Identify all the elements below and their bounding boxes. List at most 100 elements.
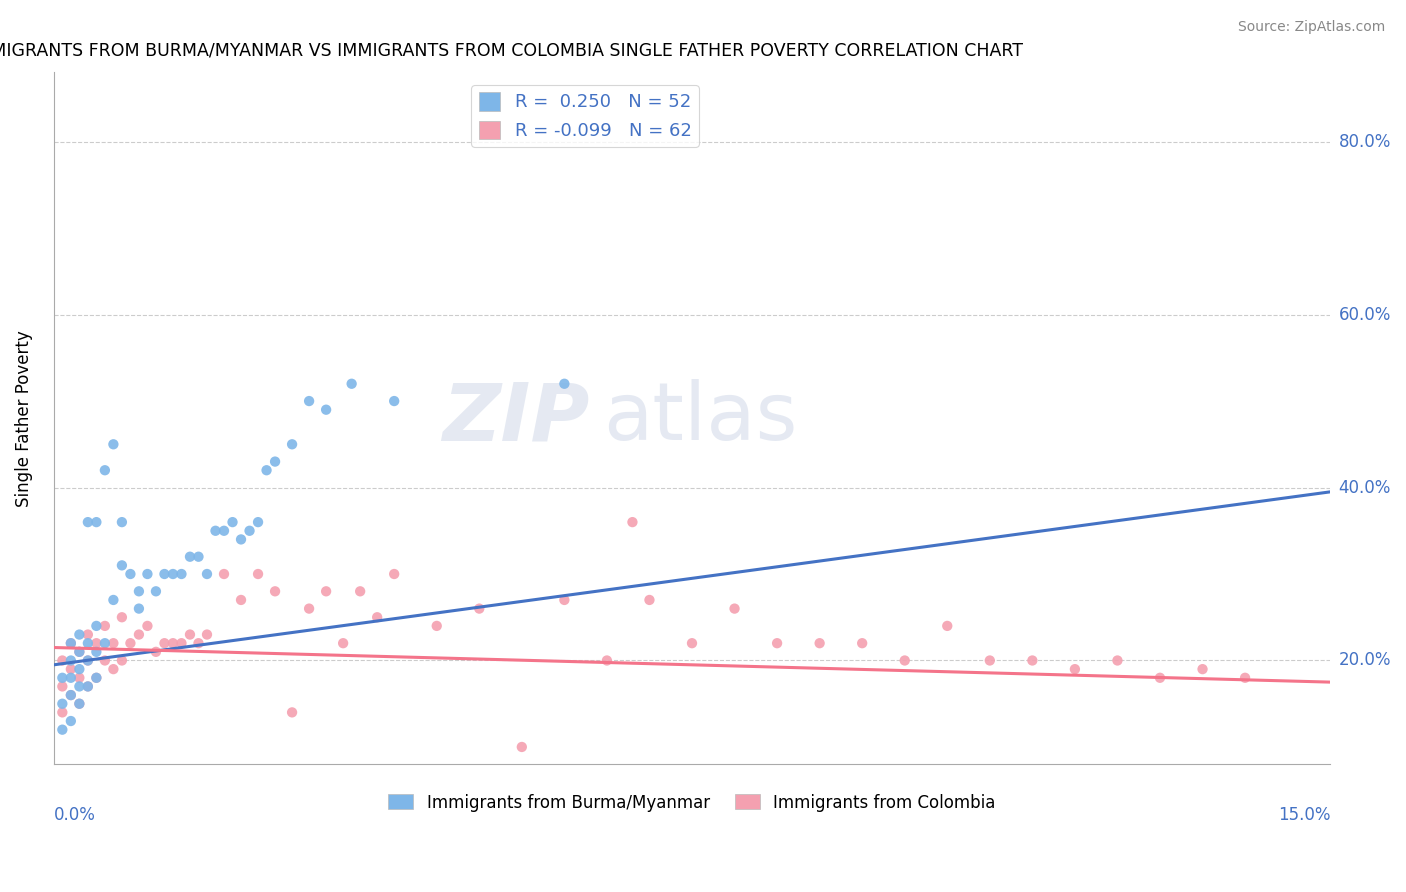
Point [51,671,73,685]
Point [366,610,388,624]
Point [195,567,218,582]
Point [145,584,167,599]
Point [67,697,90,711]
Point [111,558,134,573]
Point [86,671,108,685]
Point [103,636,125,650]
Point [893,653,915,667]
Text: 40.0%: 40.0% [1339,478,1391,497]
Text: 20.0%: 20.0% [1339,651,1391,670]
Point [86,636,108,650]
Point [212,567,235,582]
Point [59,714,82,728]
Point [51,723,73,737]
Point [153,567,176,582]
Text: 80.0%: 80.0% [1339,133,1391,151]
Point [103,593,125,607]
Point [59,636,82,650]
Point [128,627,150,641]
Point [76,653,98,667]
Text: 0.0%: 0.0% [53,805,96,824]
Point [1021,653,1043,667]
Point [162,636,184,650]
Point [76,653,98,667]
Point [340,376,363,391]
Point [315,584,337,599]
Point [766,636,789,650]
Point [229,533,252,547]
Point [67,671,90,685]
Point [128,584,150,599]
Point [59,662,82,676]
Point [179,549,201,564]
Point [67,645,90,659]
Point [238,524,260,538]
Point [120,636,142,650]
Point [136,619,159,633]
Point [264,454,287,468]
Point [596,653,619,667]
Point [76,680,98,694]
Point [76,515,98,529]
Text: 15.0%: 15.0% [1278,805,1330,824]
Legend: R =  0.250   N = 52, R = -0.099   N = 62: R = 0.250 N = 52, R = -0.099 N = 62 [471,85,699,147]
Point [51,680,73,694]
Point [638,593,661,607]
Point [281,706,304,720]
Point [315,402,337,417]
Point [103,662,125,676]
Text: Source: ZipAtlas.com: Source: ZipAtlas.com [1237,20,1385,34]
Point [264,584,287,599]
Point [162,567,184,582]
Point [51,653,73,667]
Point [67,697,90,711]
Point [59,688,82,702]
Point [51,697,73,711]
Point [212,524,235,538]
Point [681,636,703,650]
Point [76,627,98,641]
Point [76,680,98,694]
Point [553,376,575,391]
Point [349,584,371,599]
Point [67,662,90,676]
Point [67,680,90,694]
Point [67,645,90,659]
Text: atlas: atlas [603,379,797,458]
Point [51,706,73,720]
Point [195,627,218,641]
Text: 60.0%: 60.0% [1339,306,1391,324]
Point [136,567,159,582]
Point [59,636,82,650]
Point [221,515,243,529]
Point [936,619,959,633]
Point [510,739,533,754]
Point [86,515,108,529]
Point [382,394,405,409]
Point [187,549,209,564]
Point [59,671,82,685]
Point [298,394,321,409]
Point [247,515,270,529]
Point [59,653,82,667]
Point [179,627,201,641]
Point [111,515,134,529]
Point [94,619,117,633]
Point [187,636,209,650]
Point [153,636,176,650]
Point [468,601,491,615]
Text: ZIP: ZIP [443,379,591,458]
Point [170,636,193,650]
Point [111,653,134,667]
Point [94,463,117,477]
Point [86,619,108,633]
Point [67,627,90,641]
Point [1107,653,1129,667]
Point [170,567,193,582]
Point [1149,671,1171,685]
Point [808,636,831,650]
Point [204,524,226,538]
Text: IMMIGRANTS FROM BURMA/MYANMAR VS IMMIGRANTS FROM COLOMBIA SINGLE FATHER POVERTY : IMMIGRANTS FROM BURMA/MYANMAR VS IMMIGRA… [0,42,1024,60]
Point [86,671,108,685]
Point [86,645,108,659]
